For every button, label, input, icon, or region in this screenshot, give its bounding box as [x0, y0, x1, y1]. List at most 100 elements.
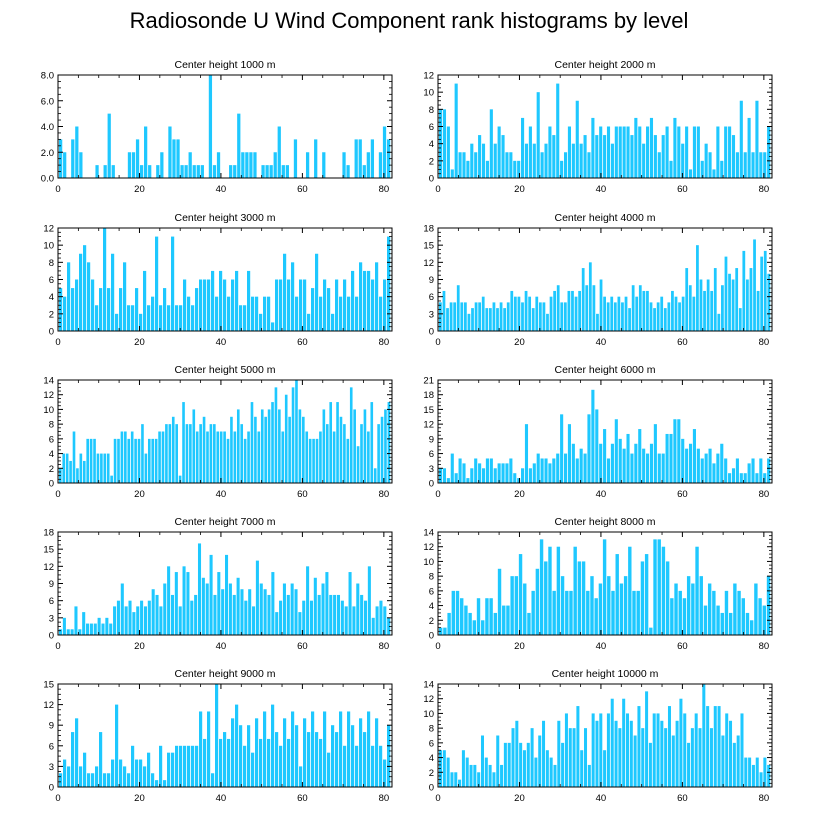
- bar: [355, 296, 359, 331]
- bar: [367, 711, 371, 787]
- bar: [182, 402, 185, 483]
- bar: [688, 285, 692, 331]
- bar: [293, 139, 298, 179]
- bar: [664, 728, 668, 787]
- bar: [588, 262, 592, 331]
- bar: [556, 83, 560, 178]
- bar: [136, 606, 140, 635]
- bar: [691, 583, 695, 635]
- bar: [713, 268, 717, 331]
- bar: [767, 273, 771, 331]
- bar: [695, 546, 699, 635]
- panel-title: Center height 6000 m: [555, 364, 656, 376]
- bar: [732, 742, 736, 787]
- bar: [450, 169, 454, 178]
- bar: [649, 117, 654, 178]
- bar: [281, 165, 285, 179]
- bar: [716, 453, 720, 483]
- bar: [305, 431, 309, 483]
- bar: [366, 152, 370, 178]
- bar: [250, 402, 254, 483]
- bar: [632, 590, 636, 635]
- bar: [347, 711, 351, 787]
- bar: [657, 152, 661, 178]
- bar: [447, 612, 451, 635]
- bar: [215, 684, 219, 787]
- bar: [471, 308, 474, 331]
- bar: [739, 100, 743, 178]
- y-tick-label: 3: [49, 613, 54, 624]
- bar: [587, 414, 591, 483]
- bar: [171, 752, 175, 787]
- bar: [576, 706, 580, 787]
- bar: [144, 126, 148, 178]
- bar: [285, 165, 289, 179]
- bar: [696, 448, 700, 483]
- y-tick-label: 6: [49, 434, 54, 445]
- bar: [143, 606, 147, 635]
- bar: [665, 433, 669, 483]
- bar: [456, 285, 460, 331]
- y-tick-label: 10: [423, 88, 434, 99]
- bar: [571, 443, 575, 483]
- bar: [710, 290, 714, 331]
- bar: [239, 305, 243, 331]
- bar: [156, 165, 160, 179]
- bar: [135, 139, 140, 179]
- bar: [733, 583, 737, 635]
- bar: [598, 583, 603, 635]
- bar: [760, 256, 764, 331]
- bar: [128, 600, 132, 635]
- bar: [265, 165, 269, 179]
- y-tick-label: 0: [49, 783, 54, 794]
- bar: [758, 598, 762, 635]
- bar: [111, 165, 115, 179]
- bar: [724, 458, 728, 483]
- bar: [641, 728, 645, 787]
- bar: [243, 438, 247, 483]
- bar: [106, 453, 110, 483]
- bar: [460, 302, 464, 331]
- bar: [728, 126, 732, 178]
- panel-title: Center height 3000 m: [175, 212, 276, 224]
- bar: [473, 764, 477, 787]
- bar: [191, 305, 195, 331]
- bar: [167, 752, 171, 787]
- bar: [384, 409, 387, 483]
- bar: [115, 313, 119, 331]
- bar: [466, 160, 470, 178]
- y-tick-label: 10: [43, 405, 54, 416]
- bar: [263, 589, 267, 635]
- bar: [279, 745, 283, 787]
- bar: [617, 296, 621, 331]
- bar: [199, 424, 202, 483]
- bar: [743, 473, 747, 483]
- bar: [660, 296, 664, 331]
- panel-1: Center height 1000 m 0.0 2.0 4.0 6.0 8.0 0 20 40…: [41, 59, 393, 195]
- bar: [540, 152, 544, 178]
- bar: [281, 431, 285, 483]
- bar: [671, 735, 675, 787]
- x-tick-label: 80: [379, 337, 390, 348]
- bar: [665, 561, 670, 635]
- y-tick-label: 2: [429, 768, 434, 779]
- bar: [564, 713, 568, 787]
- bar: [215, 296, 219, 331]
- bar: [159, 305, 163, 331]
- y-tick-label: 12: [43, 562, 54, 573]
- bar: [674, 583, 678, 635]
- bar: [493, 143, 497, 178]
- bar: [348, 572, 352, 635]
- bar: [567, 290, 571, 331]
- bar: [748, 757, 752, 787]
- bar: [741, 598, 745, 635]
- bar: [630, 453, 634, 483]
- bar: [670, 598, 674, 635]
- bar: [545, 750, 549, 787]
- bar: [505, 152, 509, 178]
- bar: [594, 598, 598, 635]
- bar: [587, 152, 591, 178]
- bar: [336, 402, 339, 483]
- bar: [66, 629, 70, 635]
- bar: [373, 468, 377, 483]
